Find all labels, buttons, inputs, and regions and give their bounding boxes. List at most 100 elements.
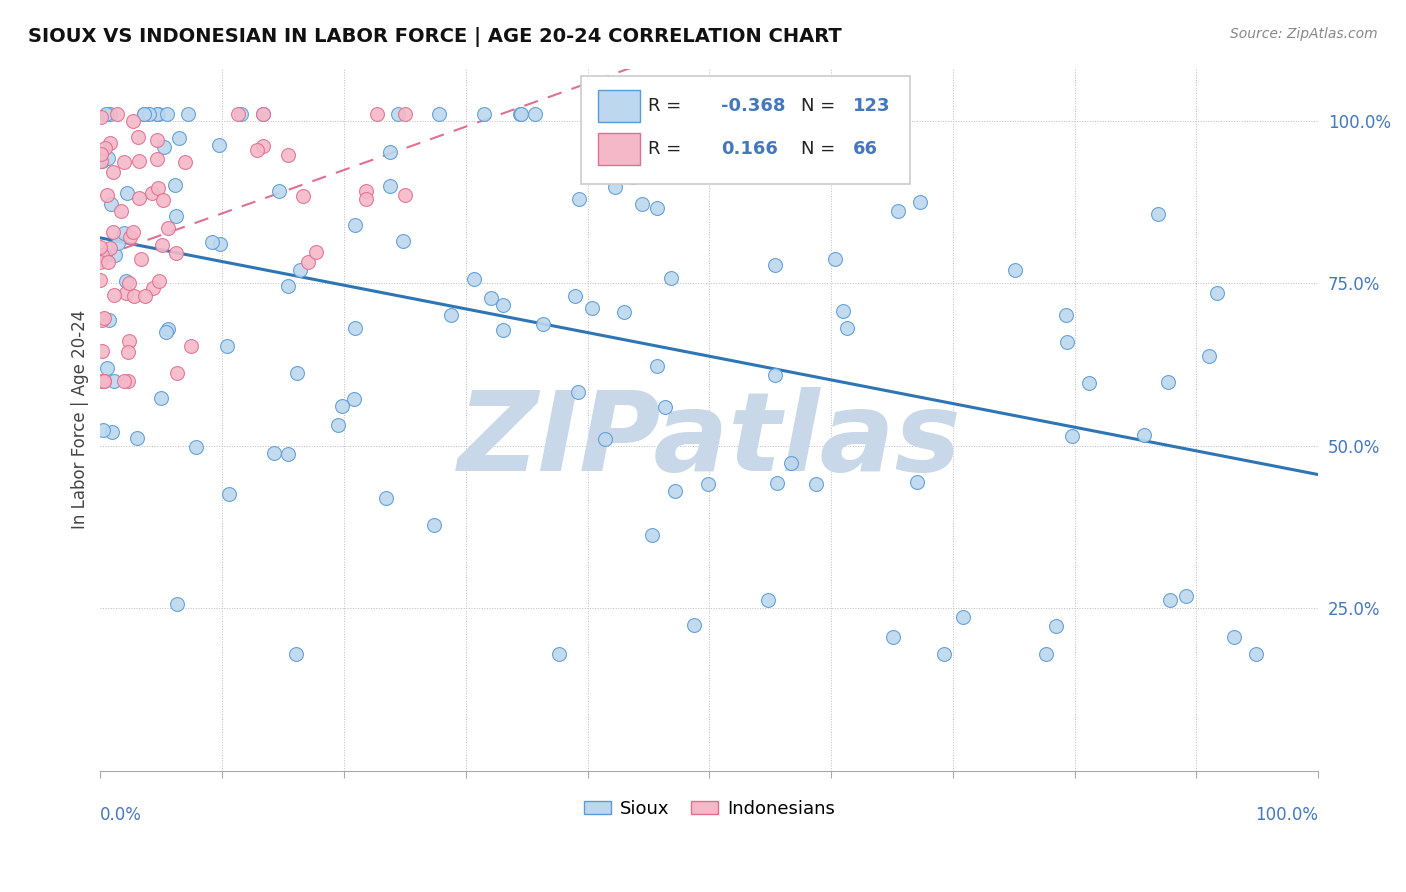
Point — [605, 179, 627, 194]
Point — [472, 107, 495, 121]
Text: 66: 66 — [853, 140, 877, 158]
Point — [98, 313, 121, 327]
Point — [763, 368, 786, 383]
Point — [186, 440, 208, 454]
Point — [103, 374, 125, 388]
Point — [654, 401, 676, 415]
Point — [93, 311, 115, 326]
Point — [103, 288, 125, 302]
Point — [146, 181, 169, 195]
Point — [127, 431, 149, 445]
Legend: Sioux, Indonesians: Sioux, Indonesians — [576, 792, 842, 825]
Point — [138, 107, 160, 121]
Point — [101, 225, 124, 239]
Point — [128, 154, 150, 169]
Point — [134, 289, 156, 303]
Point — [491, 298, 513, 312]
Point — [581, 301, 603, 316]
Point — [645, 359, 668, 373]
Point — [165, 245, 187, 260]
Point — [142, 281, 165, 295]
Point — [1045, 619, 1067, 633]
Point — [835, 321, 858, 335]
Point — [148, 273, 170, 287]
Point — [765, 258, 787, 272]
Text: N =: N = — [800, 140, 835, 158]
Point — [756, 593, 779, 607]
Point — [96, 107, 118, 121]
Y-axis label: In Labor Force | Age 20-24: In Labor Force | Age 20-24 — [72, 310, 89, 529]
Point — [218, 487, 240, 501]
Point — [90, 313, 112, 327]
Point — [107, 235, 129, 250]
Point — [1035, 647, 1057, 661]
Point — [117, 345, 139, 359]
Point — [1223, 630, 1246, 644]
Point — [114, 285, 136, 300]
Text: R =: R = — [648, 140, 682, 158]
Point — [90, 110, 112, 124]
Point — [277, 278, 299, 293]
Point — [952, 609, 974, 624]
Point — [150, 238, 173, 252]
Point — [90, 153, 112, 168]
Point — [378, 178, 401, 193]
Text: 123: 123 — [853, 96, 890, 115]
Point — [169, 131, 191, 145]
Point — [141, 186, 163, 201]
Point — [509, 107, 531, 121]
Point — [1174, 589, 1197, 603]
Point — [641, 528, 664, 542]
Text: N =: N = — [800, 96, 835, 115]
Point — [394, 107, 416, 121]
Point — [122, 289, 145, 303]
Point — [146, 107, 169, 121]
Point — [343, 219, 366, 233]
FancyBboxPatch shape — [582, 76, 910, 185]
Point — [121, 113, 143, 128]
Point — [1157, 375, 1180, 389]
Point — [387, 107, 409, 121]
Point — [567, 384, 589, 399]
Point — [91, 248, 114, 262]
Point — [765, 475, 787, 490]
Text: SIOUX VS INDONESIAN IN LABOR FORCE | AGE 20-24 CORRELATION CHART: SIOUX VS INDONESIAN IN LABOR FORCE | AGE… — [28, 27, 842, 46]
Point — [89, 240, 111, 254]
Point — [1206, 286, 1229, 301]
Point — [90, 344, 112, 359]
Point — [423, 517, 446, 532]
Point — [177, 107, 200, 121]
Point — [344, 321, 367, 335]
Point — [180, 339, 202, 353]
Point — [128, 191, 150, 205]
Point — [297, 255, 319, 269]
Point — [645, 201, 668, 215]
Point — [93, 374, 115, 388]
Point — [378, 145, 401, 159]
Point — [780, 456, 803, 470]
Point — [479, 291, 502, 305]
Point — [277, 147, 299, 161]
Point — [463, 272, 485, 286]
Point — [132, 107, 155, 121]
Point — [664, 484, 686, 499]
Point — [263, 446, 285, 460]
Point — [593, 433, 616, 447]
Point — [1198, 349, 1220, 363]
Point — [252, 107, 274, 121]
Point — [118, 229, 141, 244]
Point — [267, 184, 290, 198]
Point — [440, 309, 463, 323]
Point — [606, 107, 628, 121]
Point — [934, 647, 956, 661]
Text: -0.368: -0.368 — [721, 96, 786, 115]
Point — [100, 425, 122, 439]
Point — [659, 270, 682, 285]
Point — [806, 476, 828, 491]
FancyBboxPatch shape — [599, 133, 640, 165]
Text: 100.0%: 100.0% — [1256, 805, 1319, 824]
Point — [115, 186, 138, 201]
Point — [531, 318, 554, 332]
Point — [631, 196, 654, 211]
Point — [100, 197, 122, 211]
